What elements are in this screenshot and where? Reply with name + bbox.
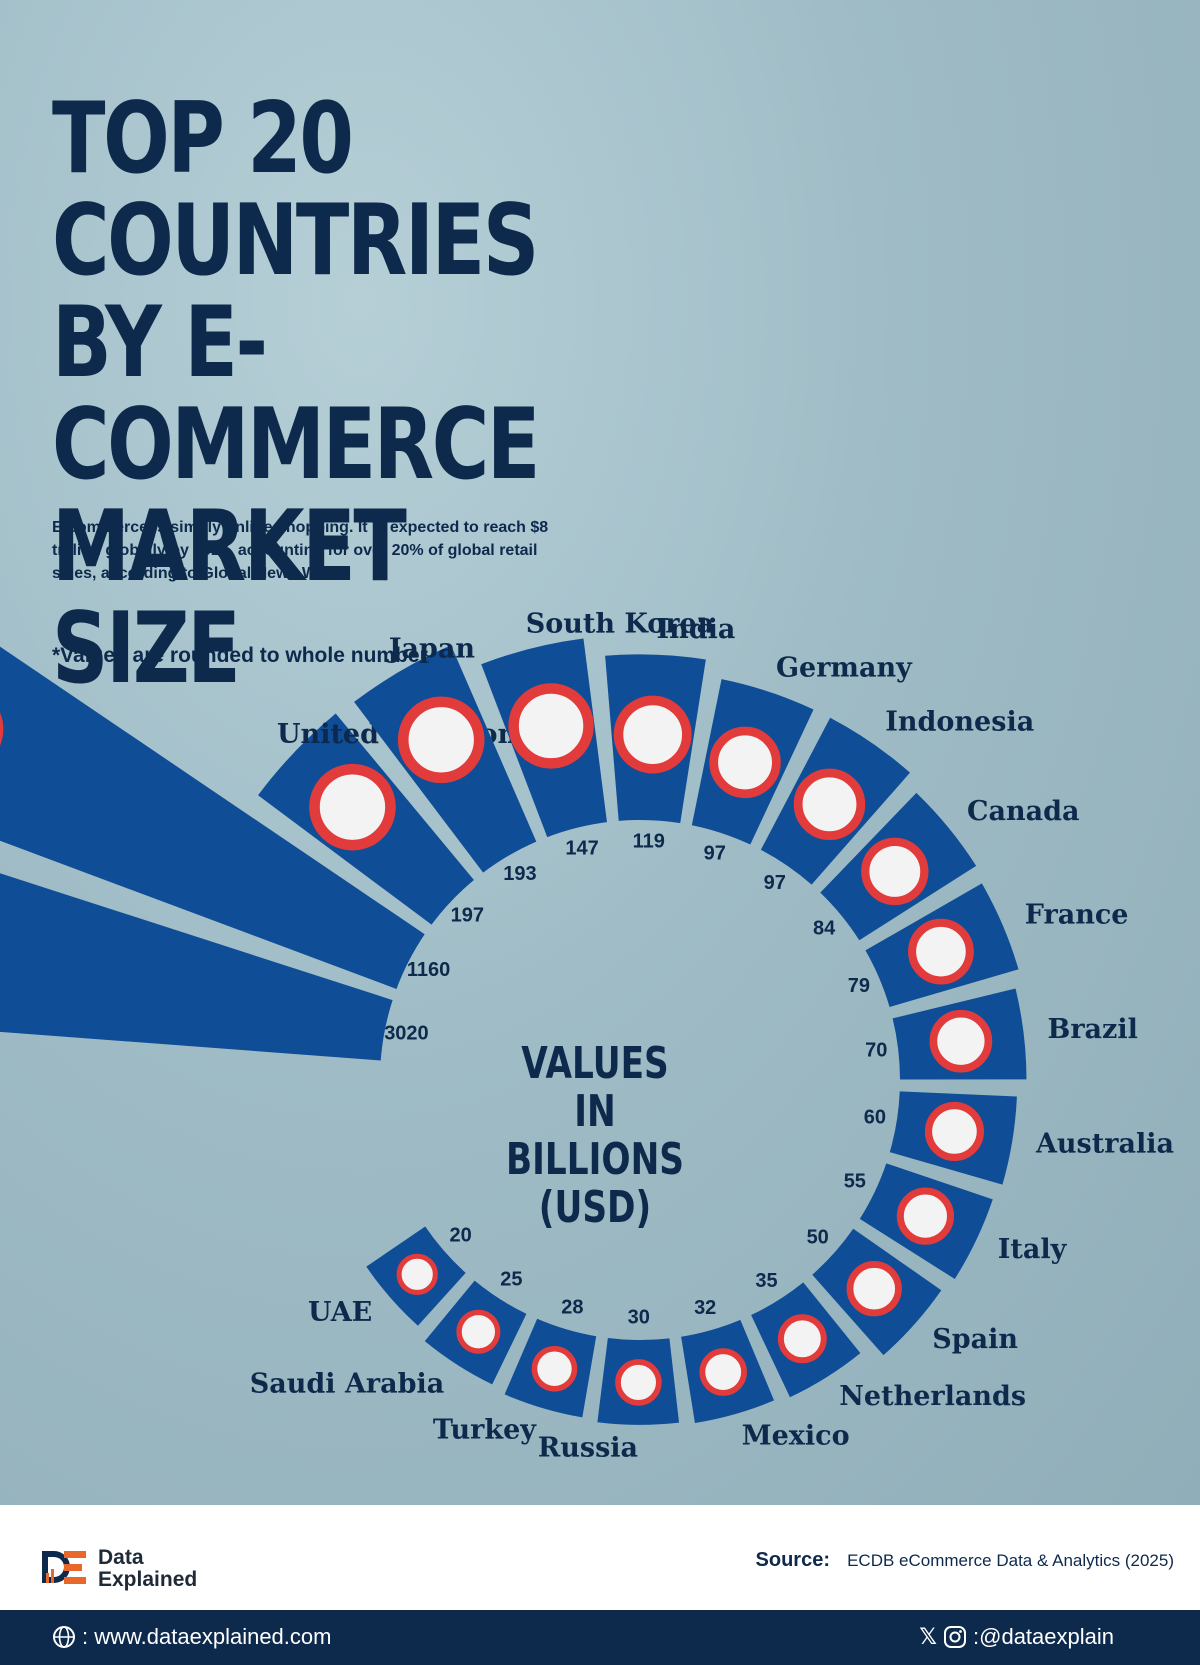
japan-flag-icon xyxy=(397,696,485,784)
canada-flag-icon xyxy=(861,837,929,906)
south-korea-flag-icon xyxy=(508,683,594,769)
country-label-netherlands: Netherlands xyxy=(839,1381,1026,1412)
value-label-united-states: 1160 xyxy=(407,959,450,981)
value-label-italy: 55 xyxy=(844,1171,866,1193)
subtitle: E-commerce is simply online shopping. It… xyxy=(52,519,549,582)
value-label-netherlands: 35 xyxy=(755,1270,777,1292)
value-label-saudi-arabia: 25 xyxy=(500,1269,522,1291)
country-label-turkey: Turkey xyxy=(433,1415,537,1446)
social-handle[interactable]: 𝕏 :@dataexplain xyxy=(919,1624,1114,1650)
value-label-brazil: 70 xyxy=(865,1040,887,1062)
social-handle-text: :@dataexplain xyxy=(973,1624,1114,1649)
australia-flag-icon xyxy=(924,1101,985,1162)
website-text: : www.dataexplained.com xyxy=(82,1624,332,1649)
france-flag-icon xyxy=(908,918,974,985)
page-title: TOP 20 COUNTRIES BY E-COMMERCE MARKET SI… xyxy=(52,82,540,706)
value-label-russia: 30 xyxy=(628,1306,650,1328)
country-label-uae: UAE xyxy=(308,1297,372,1328)
data-explained-logo-icon xyxy=(42,1551,86,1584)
turkey-flag-icon xyxy=(531,1345,578,1392)
russia-flag-icon xyxy=(615,1359,662,1406)
country-label-mexico: Mexico xyxy=(742,1421,850,1452)
value-label-australia: 60 xyxy=(864,1107,886,1129)
saudi-arabia-flag-icon xyxy=(456,1309,501,1354)
country-label-australia: Australia xyxy=(1035,1128,1174,1159)
brand-name: Data Explained xyxy=(98,1547,238,1591)
x-logo-icon: 𝕏 xyxy=(919,1624,938,1650)
value-label-united-kingdom: 197 xyxy=(451,904,484,926)
value-label-south-korea: 147 xyxy=(565,837,598,859)
spain-flag-icon xyxy=(846,1261,902,1317)
brazil-flag-icon xyxy=(929,1009,993,1073)
value-label-germany: 97 xyxy=(704,842,726,864)
country-label-brazil: Brazil xyxy=(1048,1014,1138,1045)
mexico-flag-icon xyxy=(699,1348,747,1396)
country-label-germany: Germany xyxy=(776,652,913,683)
country-label-saudi-arabia: Saudi Arabia xyxy=(250,1368,444,1399)
brand-name-line1: Data xyxy=(98,1546,144,1569)
country-label-canada: Canada xyxy=(967,796,1079,827)
indonesia-flag-icon xyxy=(793,768,866,841)
value-label-india: 119 xyxy=(633,830,665,852)
uae-flag-icon xyxy=(396,1253,438,1295)
source-credit: Source: ECDB eCommerce Data & Analytics … xyxy=(756,1549,1174,1572)
country-label-russia: Russia xyxy=(538,1432,638,1463)
value-label-japan: 193 xyxy=(503,863,536,885)
radial-bar-chart: 3020China1160United States197United King… xyxy=(0,609,1174,1463)
rounding-note: *Values are rounded to whole number xyxy=(52,644,428,667)
footer: Data Explained Source: ECDB eCommerce Da… xyxy=(0,1505,1200,1610)
globe-icon xyxy=(53,1626,75,1648)
value-label-mexico: 32 xyxy=(694,1297,716,1319)
country-label-france: France xyxy=(1025,899,1129,930)
value-label-canada: 84 xyxy=(813,918,836,940)
website-link[interactable]: : www.dataexplained.com xyxy=(52,1624,331,1650)
instagram-icon xyxy=(944,1626,967,1648)
value-label-france: 79 xyxy=(848,975,870,997)
contact-bar: : www.dataexplained.com 𝕏 :@dataexplain xyxy=(0,1610,1200,1665)
country-label-italy: Italy xyxy=(998,1234,1068,1265)
country-label-japan: Japan xyxy=(387,634,476,665)
infographic-canvas xyxy=(0,0,1200,1505)
india-flag-icon xyxy=(613,695,692,774)
value-label-china: 3020 xyxy=(384,1022,429,1044)
units-center-label: VALUES IN BILLIONS (USD) xyxy=(505,1038,685,1233)
germany-flag-icon xyxy=(709,726,781,799)
value-label-indonesia: 97 xyxy=(764,872,786,894)
brand-name-line2: Explained xyxy=(98,1568,198,1591)
united-kingdom-flag-icon xyxy=(309,763,396,851)
bar-united-states xyxy=(0,646,425,989)
source-label: Source: xyxy=(755,1549,830,1571)
source-text: ECDB eCommerce Data & Analytics (2025) xyxy=(847,1551,1174,1570)
value-label-spain: 50 xyxy=(807,1227,829,1249)
country-label-india: India xyxy=(656,614,735,645)
country-label-indonesia: Indonesia xyxy=(885,707,1034,738)
bar-china xyxy=(0,873,393,1061)
country-label-south-korea: South Korea xyxy=(526,609,714,640)
netherlands-flag-icon xyxy=(777,1314,827,1364)
italy-flag-icon xyxy=(896,1187,955,1245)
value-label-turkey: 28 xyxy=(561,1296,583,1318)
value-label-uae: 20 xyxy=(450,1225,472,1247)
country-label-spain: Spain xyxy=(932,1324,1018,1355)
